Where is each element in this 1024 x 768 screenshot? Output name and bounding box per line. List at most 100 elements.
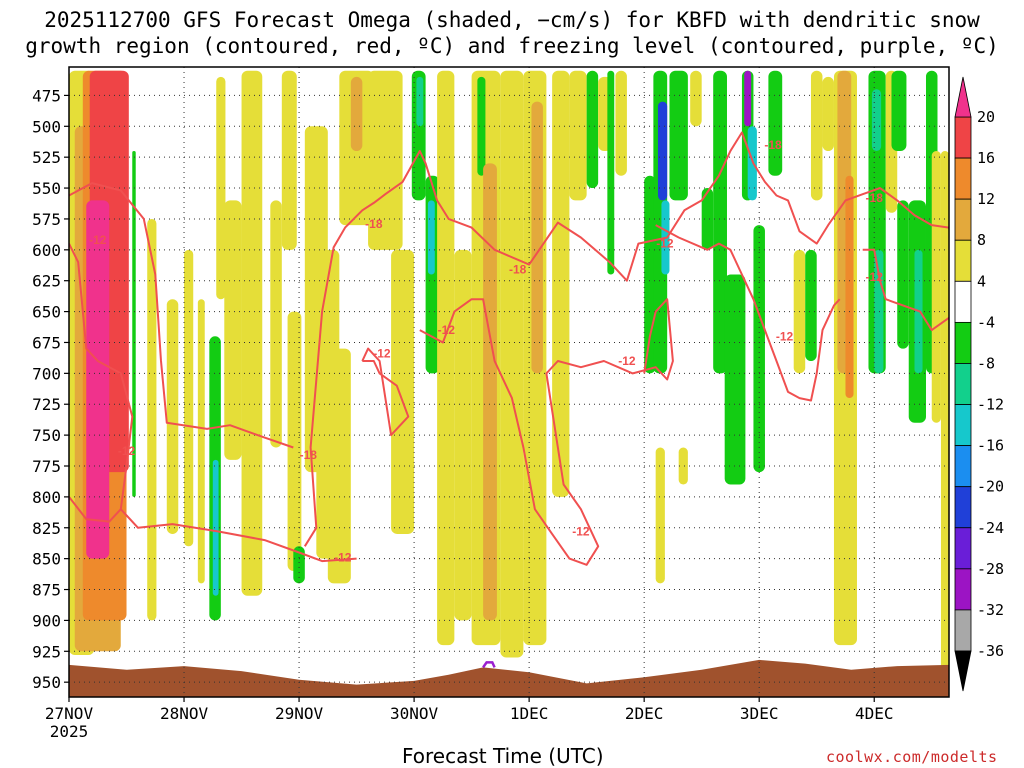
omega-band bbox=[427, 200, 435, 275]
contour-label: -18 bbox=[509, 263, 527, 277]
contour-label: -18 bbox=[300, 448, 318, 462]
colorbar-bin bbox=[954, 404, 972, 447]
colorbar-label: -8 bbox=[977, 354, 995, 372]
plot-frame bbox=[68, 66, 950, 698]
contour-label: -12 bbox=[118, 444, 136, 458]
colorbar-label: -4 bbox=[977, 313, 995, 331]
y-tick-label: 875 bbox=[32, 581, 61, 600]
colorbar-label: -16 bbox=[977, 437, 1004, 455]
omega-band bbox=[891, 70, 907, 151]
y-tick-label: 550 bbox=[32, 179, 61, 198]
omega-band bbox=[416, 76, 424, 127]
omega-band bbox=[500, 70, 524, 658]
contour-label: -12 bbox=[373, 347, 391, 361]
y-tick-label: 575 bbox=[32, 210, 61, 229]
colorbar-bin bbox=[954, 568, 972, 611]
colorbar-label: 16 bbox=[977, 149, 995, 167]
dgz-contour-line bbox=[419, 298, 674, 566]
omega-band bbox=[86, 200, 110, 559]
y-tick-label: 500 bbox=[32, 117, 61, 136]
freezing-level-line bbox=[482, 661, 496, 669]
omega-band bbox=[810, 70, 823, 201]
y-tick-label: 525 bbox=[32, 148, 61, 167]
colorbar-bin bbox=[954, 116, 972, 159]
colorbar-bin bbox=[954, 609, 972, 652]
omega-band bbox=[586, 70, 599, 189]
dgz-contour-line bbox=[303, 131, 949, 547]
dgz-contour-line bbox=[69, 496, 122, 523]
omega-band bbox=[615, 70, 627, 176]
colorbar-bin bbox=[954, 321, 972, 364]
omega-band bbox=[552, 70, 570, 497]
y-tick-label: 825 bbox=[32, 519, 61, 538]
omega-band bbox=[678, 447, 688, 485]
colorbar-bottom-arrow bbox=[954, 650, 972, 692]
colorbar-bin bbox=[954, 363, 972, 405]
y-tick-label: 850 bbox=[32, 550, 61, 569]
omega-band bbox=[147, 218, 157, 621]
contour-label: -12 bbox=[776, 329, 794, 343]
y-tick-label: 700 bbox=[32, 364, 61, 383]
omega-band bbox=[655, 447, 665, 584]
colorbar-bin bbox=[954, 445, 972, 488]
x-tick-label: 30NOV bbox=[390, 704, 439, 723]
x-tick-label: 4DEC bbox=[855, 704, 894, 723]
omega-band bbox=[437, 70, 455, 646]
gridlines bbox=[69, 67, 949, 697]
y-tick-label: 750 bbox=[32, 426, 61, 445]
colorbar-label: 8 bbox=[977, 231, 986, 249]
dgz-contours bbox=[69, 131, 949, 669]
y-tick-label: 675 bbox=[32, 333, 61, 352]
colorbar-label: 20 bbox=[977, 108, 995, 126]
contour-label: -12 bbox=[572, 524, 590, 538]
omega-band bbox=[281, 70, 297, 250]
omega-band bbox=[940, 151, 949, 670]
omega-band bbox=[845, 175, 854, 399]
omega-band bbox=[166, 299, 179, 534]
omega-band bbox=[184, 249, 194, 547]
x-tick-label: 29NOV bbox=[275, 704, 324, 723]
omega-band bbox=[454, 249, 472, 621]
omega-band bbox=[569, 70, 587, 201]
x-tick-label: 28NOV bbox=[160, 704, 209, 723]
colorbar-label: -24 bbox=[977, 519, 1004, 537]
x-tick-label: 1DEC bbox=[510, 704, 549, 723]
omega-band bbox=[669, 70, 688, 201]
y-tick-label: 625 bbox=[32, 272, 61, 291]
source-credit: coolwx.com/modelts bbox=[826, 748, 998, 766]
contour-label: -18 bbox=[365, 217, 383, 231]
colorbar-label: 12 bbox=[977, 190, 995, 208]
colorbar-bin bbox=[954, 527, 972, 570]
x-tick-label: 3DEC bbox=[740, 704, 779, 723]
x-tick-label: 27NOV bbox=[45, 704, 94, 723]
colorbar-bin bbox=[954, 486, 972, 529]
contour-label: -12 bbox=[656, 237, 674, 251]
omega-band bbox=[216, 76, 226, 300]
x-axis-label: Forecast Time (UTC) bbox=[402, 744, 604, 768]
contour-label: -12 bbox=[866, 270, 884, 284]
omega-band bbox=[713, 70, 727, 374]
colorbar-bin bbox=[954, 280, 972, 323]
omega-band bbox=[724, 274, 746, 485]
colorbar-bin bbox=[954, 157, 972, 200]
chart-title-line-1: 2025112700 GFS Forecast Omega (shaded, −… bbox=[44, 8, 980, 32]
omega-band bbox=[224, 200, 242, 460]
contour-label: -12 bbox=[89, 233, 107, 247]
colorbar-bin bbox=[954, 198, 972, 241]
omega-band bbox=[132, 151, 136, 497]
omega-band bbox=[805, 249, 817, 361]
x-tick-sublabel: 2025 bbox=[50, 722, 89, 741]
omega-band bbox=[701, 188, 714, 250]
colorbar-label: -12 bbox=[977, 396, 1004, 414]
contour-label: -12 bbox=[438, 323, 456, 337]
omega-band bbox=[287, 311, 302, 571]
omega-band bbox=[391, 249, 415, 534]
omega-band bbox=[657, 101, 668, 201]
colorbar-label: 4 bbox=[977, 272, 986, 290]
dgz-contour-line bbox=[862, 248, 949, 332]
colorbar-label: -32 bbox=[977, 601, 1004, 619]
omega-band bbox=[607, 70, 615, 275]
contour-label: -18 bbox=[866, 191, 884, 205]
omega-band bbox=[931, 151, 941, 423]
